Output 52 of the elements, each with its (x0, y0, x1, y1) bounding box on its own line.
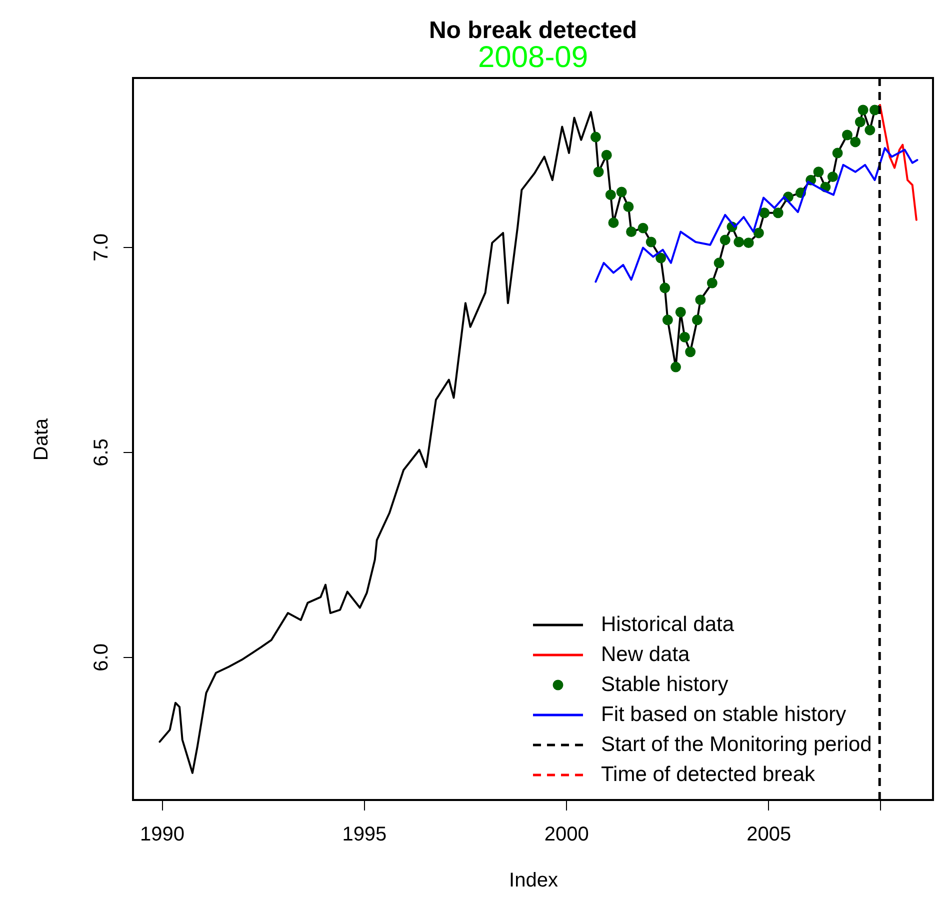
point (646, 236, 656, 248)
point (656, 252, 666, 264)
point (734, 236, 744, 248)
x-tick-label: 1995 (342, 824, 387, 846)
point (692, 314, 702, 326)
point (720, 234, 730, 246)
point (813, 166, 824, 178)
x-tick-label: 1990 (140, 824, 184, 846)
point (706, 278, 718, 288)
x-tick-label: 2000 (544, 824, 589, 846)
point (605, 190, 616, 200)
y-tick-label: 7.0 (90, 234, 112, 262)
point (593, 166, 604, 178)
point (772, 208, 784, 218)
point (743, 238, 754, 248)
point (638, 222, 648, 234)
point (695, 294, 706, 306)
point (827, 172, 838, 182)
legend-label: Stable history (601, 673, 729, 696)
point (850, 136, 861, 148)
point (623, 202, 634, 212)
y-tick-label: 6.0 (90, 644, 112, 672)
point (854, 116, 866, 128)
point (759, 208, 770, 218)
point (858, 104, 868, 116)
x-tick-label: 2005 (746, 824, 792, 846)
point (670, 362, 682, 372)
point (626, 226, 637, 237)
point (616, 186, 627, 198)
legend-label: New data (601, 643, 690, 666)
point (864, 124, 876, 136)
point (714, 258, 724, 268)
y-axis-title: Data (30, 418, 52, 461)
point (842, 130, 852, 140)
point (679, 332, 690, 342)
point (608, 217, 619, 228)
legend-label: Time of detected break (601, 763, 816, 786)
point (685, 346, 696, 358)
line-series (594, 147, 918, 283)
line-series (879, 104, 918, 221)
point (601, 150, 612, 160)
point (590, 132, 601, 142)
point (662, 314, 673, 326)
ref-line-label: Start of the Monitoring period (601, 733, 872, 756)
point (675, 306, 686, 318)
legend-label: Historical data (601, 613, 734, 636)
point (753, 228, 764, 238)
y-tick-label: 6.5 (90, 438, 112, 466)
x-axis-title: Index (509, 870, 558, 892)
point (832, 148, 843, 158)
point (660, 282, 670, 294)
legend-label: Fit based on stable history (601, 703, 847, 726)
